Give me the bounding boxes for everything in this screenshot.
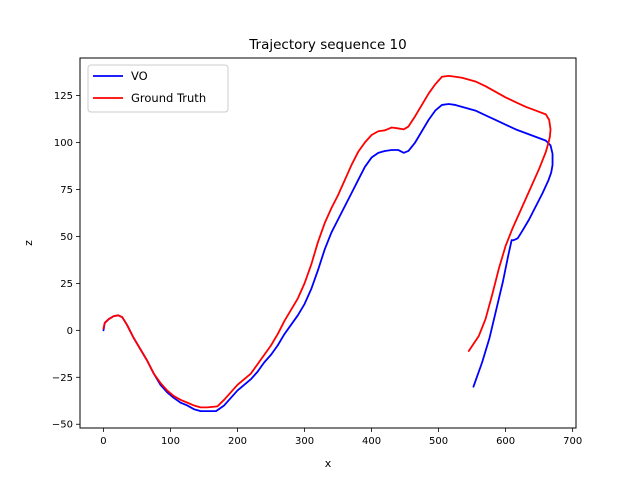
y-tick-label: 25 xyxy=(60,279,73,290)
y-tick-label: −50 xyxy=(52,420,73,431)
series-layer xyxy=(102,74,554,412)
x-axis-label: x xyxy=(325,457,332,470)
x-tick-label: 700 xyxy=(563,436,582,447)
x-tick-label: 100 xyxy=(161,436,180,447)
x-tick-label: 0 xyxy=(100,436,106,447)
x-tick-label: 200 xyxy=(228,436,247,447)
y-axis-ticks: −50 −25 0 25 50 75 100 125 xyxy=(52,91,80,431)
legend-label-ground-truth: Ground Truth xyxy=(131,91,206,105)
series-line-ground-truth xyxy=(102,74,552,409)
legend: VO Ground Truth xyxy=(87,64,229,113)
y-tick-label: −25 xyxy=(52,373,73,384)
y-tick-label: 100 xyxy=(54,138,73,149)
x-tick-label: 600 xyxy=(496,436,515,447)
y-tick-label: 50 xyxy=(60,232,73,243)
x-tick-label: 300 xyxy=(295,436,314,447)
x-tick-label: 400 xyxy=(362,436,381,447)
y-tick-label: 75 xyxy=(60,185,73,196)
x-tick-label: 500 xyxy=(429,436,448,447)
y-axis-label: z xyxy=(22,240,35,246)
legend-label-vo: VO xyxy=(131,69,148,83)
chart-title: Trajectory sequence 10 xyxy=(248,37,406,53)
plot-frame xyxy=(79,57,577,429)
x-axis-ticks: 0 100 200 300 400 500 600 700 xyxy=(100,428,582,447)
y-tick-label: 0 xyxy=(67,326,73,337)
y-tick-label: 125 xyxy=(54,91,73,102)
series-line-vo xyxy=(102,103,554,412)
